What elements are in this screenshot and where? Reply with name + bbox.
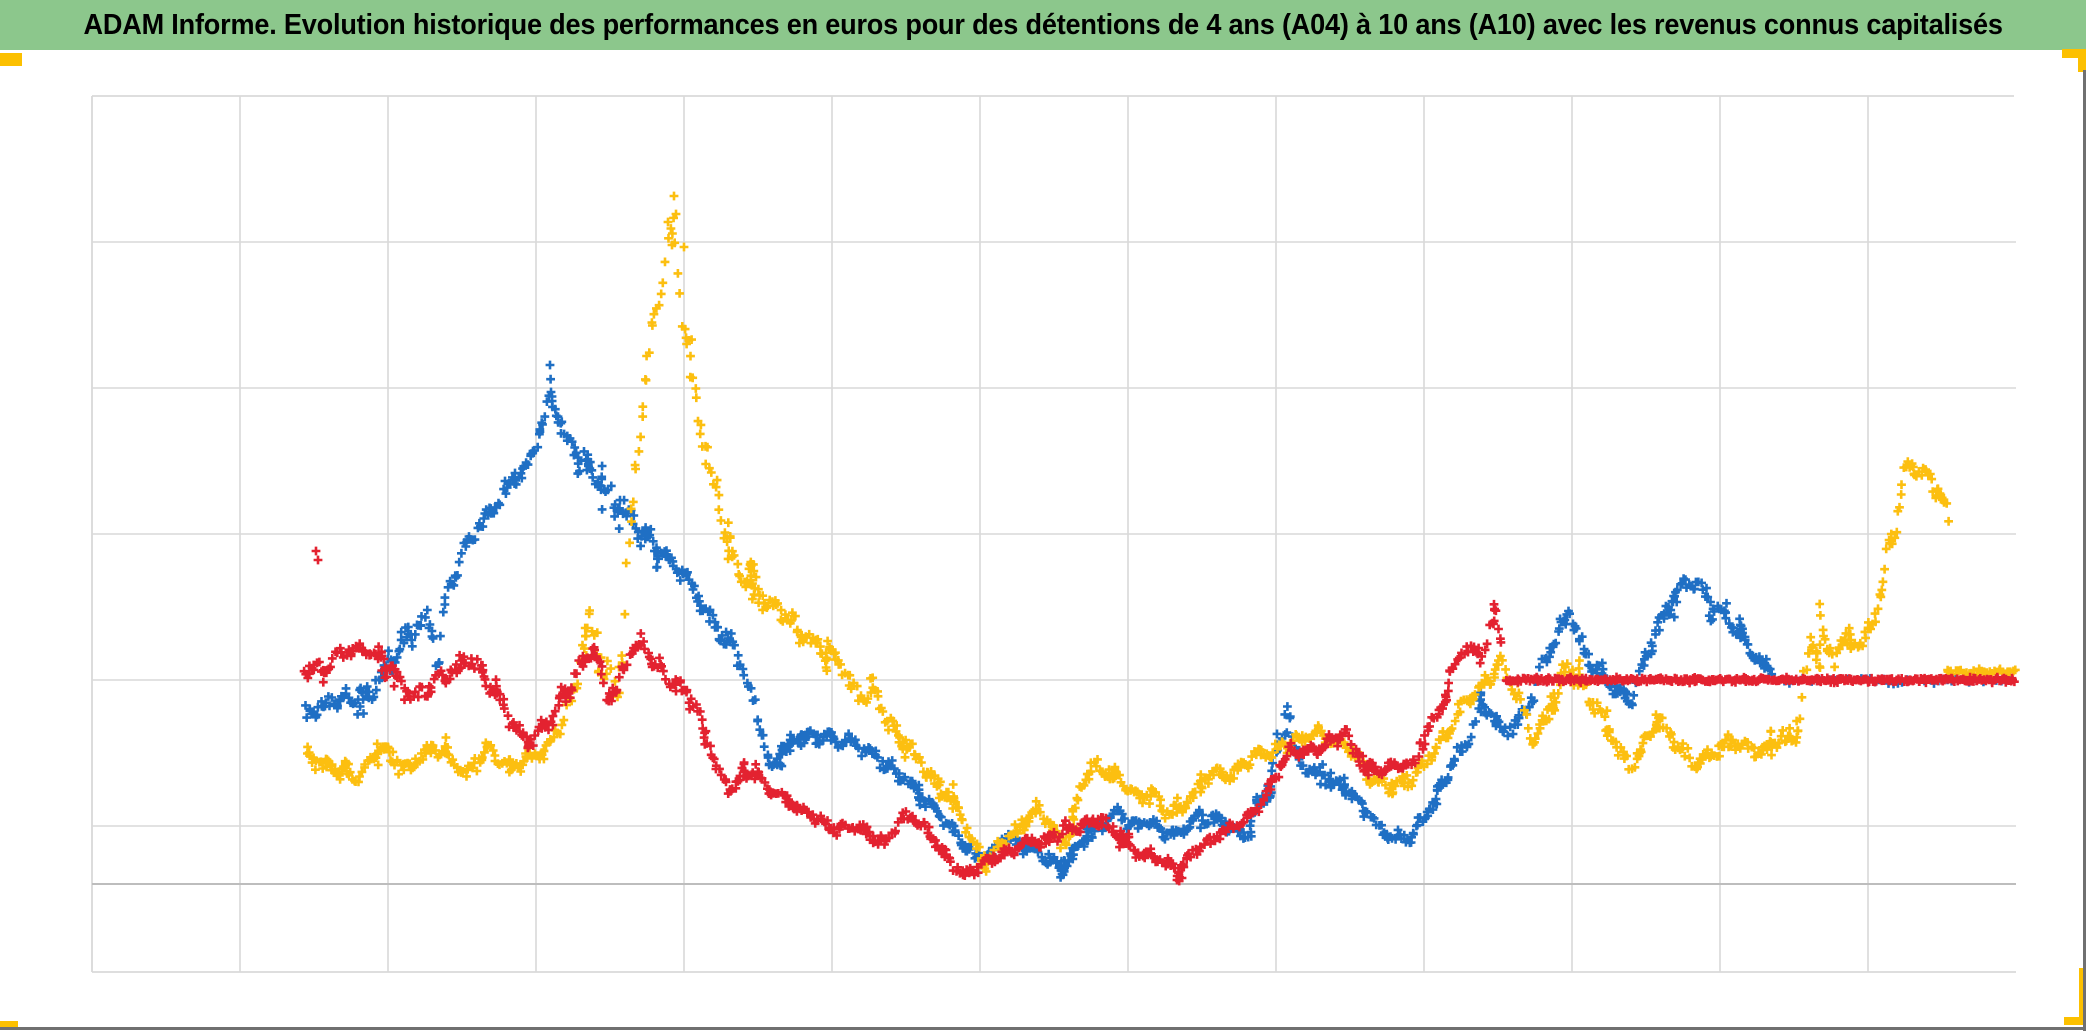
crop-marker-bottom-right-h [2064,1017,2086,1025]
chart-title: ADAM Informe. Evolution historique des p… [83,8,2003,41]
crop-marker-top-right-h [2062,49,2086,58]
series-jaune [303,191,2020,876]
crop-marker-top-right-v [2078,49,2086,72]
crop-marker-bottom-left [0,1021,18,1030]
crop-marker-top-left [0,53,22,66]
crop-marker-bottom-right-v [2079,968,2086,1025]
window-edge-bottom [0,1027,2086,1030]
chart-series [299,191,2020,886]
series-bleu [301,360,2014,882]
series-rouge [299,546,2019,886]
window-edge-right [2083,70,2086,1031]
title-bar: ADAM Informe. Evolution historique des p… [0,0,2086,50]
